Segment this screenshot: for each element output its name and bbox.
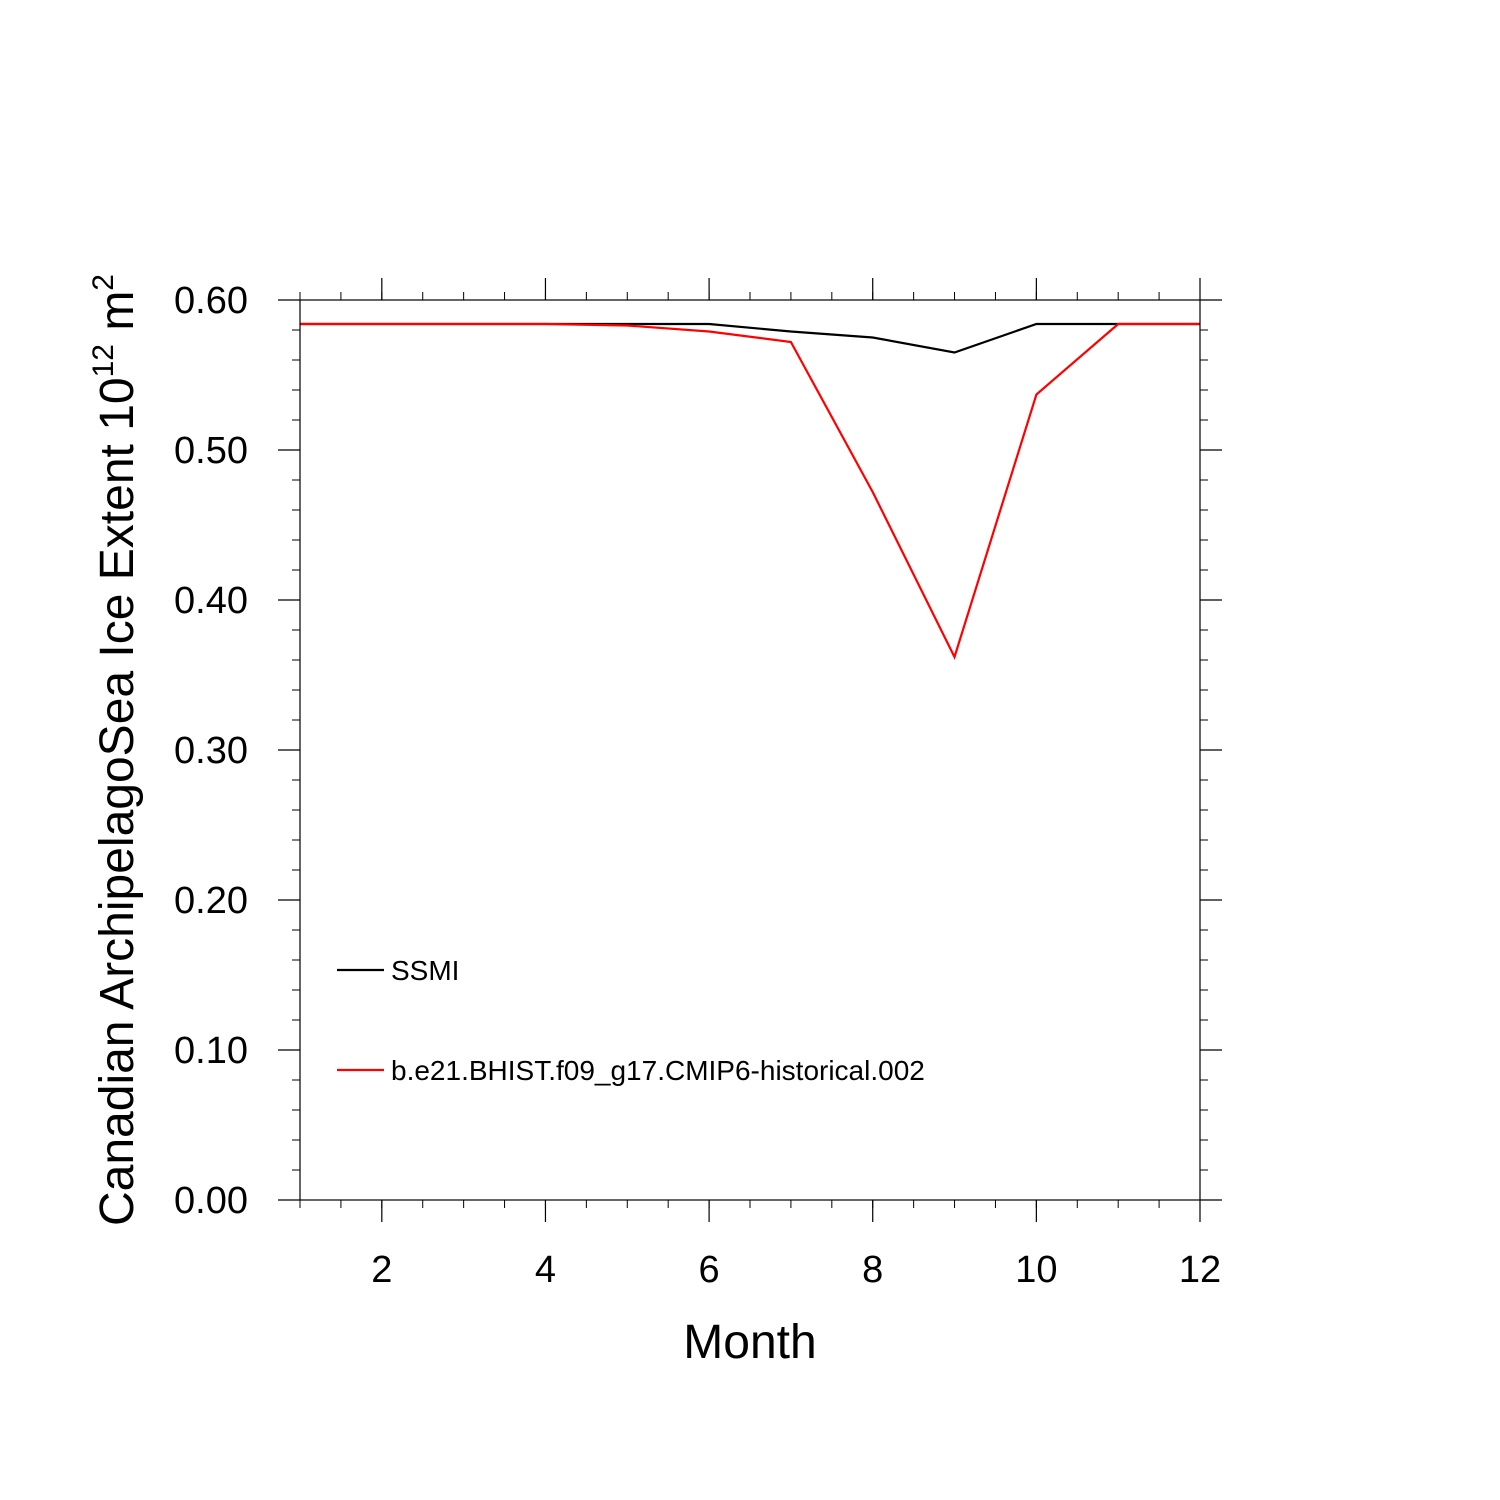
plot-frame: [299, 299, 1201, 1201]
y-tick-label: 0.20: [174, 880, 248, 922]
y-tick-label: 0.10: [174, 1030, 248, 1072]
y-tick-label: 0.60: [174, 280, 248, 322]
x-tick-label: 10: [1015, 1249, 1057, 1291]
legend: SSMI b.e21.BHIST.f09_g17.CMIP6-historical…: [337, 955, 925, 1086]
x-tick-label: 2: [371, 1249, 392, 1291]
x-tick-label: 8: [862, 1249, 883, 1291]
x-tick-label: 6: [699, 1249, 720, 1291]
y-tick-label: 0.30: [174, 730, 248, 772]
legend-label: b.e21.BHIST.f09_g17.CMIP6-historical.002: [391, 1055, 925, 1086]
series-line-1: [300, 322, 1200, 354]
y-axis-label-unit-exponent: 2: [87, 274, 120, 291]
y-axis-label: Canadian ArchipelagoSea Ice Extent 1012 …: [87, 274, 144, 1226]
x-tick-label: 12: [1179, 1249, 1221, 1291]
y-tick-label: 0.50: [174, 430, 248, 472]
x-axis-label: Month: [683, 1316, 816, 1369]
x-tick-label: 4: [535, 1249, 556, 1291]
legend-label: SSMI: [391, 955, 459, 986]
y-tick-label: 0.40: [174, 580, 248, 622]
y-tick-label: 0.00: [174, 1180, 248, 1222]
major-ticks: [278, 278, 1222, 1222]
y-axis-label-main: Canadian ArchipelagoSea Ice Extent 10: [91, 377, 144, 1226]
series-line-2: [300, 322, 1200, 660]
y-axis-label-exponent: 12: [87, 344, 120, 377]
y-tick-labels: 0.00 0.10 0.20 0.30 0.40 0.50 0.60: [174, 280, 248, 1222]
x-tick-labels: 2 4 6 8 10 12: [371, 1249, 1221, 1291]
series-lines: [300, 322, 1200, 660]
y-axis-label-unit: m: [91, 291, 144, 344]
